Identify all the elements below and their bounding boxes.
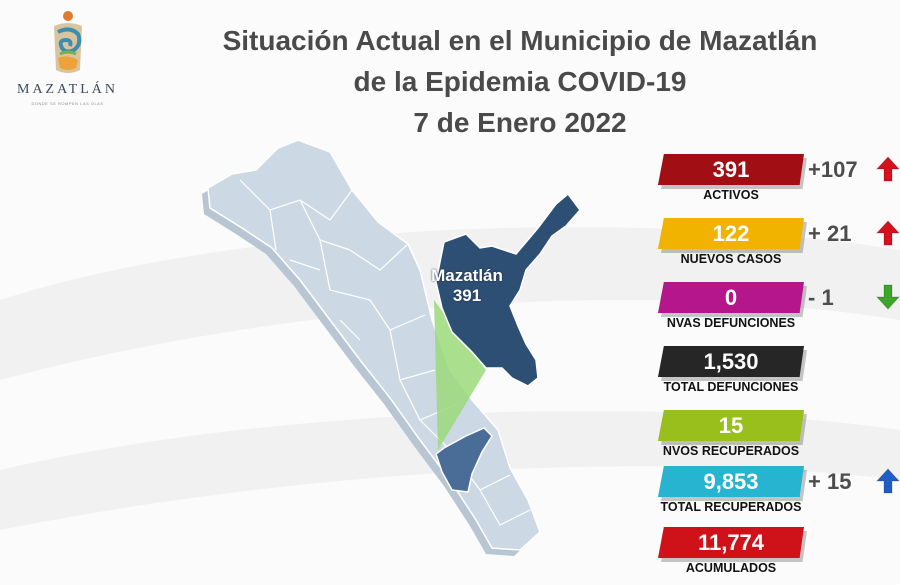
stat-label: TOTAL DEFUNCIONES — [663, 380, 799, 394]
trend-up-arrow-icon — [876, 220, 900, 246]
stat-delta: + 15 — [808, 469, 852, 494]
logo-tagline: DONDE SE ROMPEN LAS OLAS — [31, 101, 104, 106]
stat-label: NVOS RECUPERADOS — [662, 444, 800, 458]
trend-up-arrow-icon — [876, 468, 900, 494]
title-line-1: Situación Actual en el Municipio de Maza… — [222, 25, 818, 56]
stat-value: 0 — [658, 282, 804, 313]
seahorse-logo-icon — [53, 11, 82, 73]
stat-value: 11,774 — [658, 527, 804, 558]
mazatlan-logo: MAZATLÁN DONDE SE ROMPEN LAS OLAS — [10, 10, 125, 106]
sinaloa-map — [202, 139, 581, 556]
title-line-2: de la Epidemia COVID-19 — [353, 66, 687, 97]
stat-value: 9,853 — [658, 466, 804, 497]
stat-label: TOTAL RECUPERADOS — [660, 500, 802, 514]
stat-value: 122 — [658, 218, 804, 249]
stat-row: 122 NUEVOS CASOS + 21 — [650, 216, 900, 276]
stat-label: ACUMULADOS — [685, 561, 777, 575]
stat-row: 15 NVOS RECUPERADOS — [650, 408, 900, 468]
stat-value: 391 — [658, 154, 804, 185]
stat-delta: +107 — [808, 157, 858, 182]
title-date: 7 de Enero 2022 — [413, 107, 627, 138]
stat-row: 391 ACTIVOS +107 — [650, 152, 900, 212]
stat-value: 15 — [658, 410, 804, 441]
stat-row: 0 NVAS DEFUNCIONES - 1 — [650, 280, 900, 340]
stat-label: NUEVOS CASOS — [680, 252, 782, 266]
stat-row: 11,774 ACUMULADOS — [650, 525, 900, 585]
stat-row: 1,530 TOTAL DEFUNCIONES — [650, 344, 900, 404]
logo-wordmark: MAZATLÁN — [17, 82, 118, 97]
stat-value: 1,530 — [658, 346, 804, 377]
map-municipality-value: 391 — [452, 286, 482, 305]
page-title: Situación Actual en el Municipio de Maza… — [150, 20, 890, 143]
trend-up-arrow-icon — [876, 156, 900, 182]
map-municipality-name: Mazatlán — [431, 266, 503, 285]
trend-down-arrow-icon — [876, 284, 900, 310]
stat-delta: + 21 — [808, 221, 852, 246]
stat-label: NVAS DEFUNCIONES — [666, 316, 796, 330]
stat-delta: - 1 — [808, 285, 834, 310]
stat-row: 9,853 TOTAL RECUPERADOS + 15 — [650, 464, 900, 524]
map-label: Mazatlán 391 — [417, 266, 517, 306]
stat-label: ACTIVOS — [703, 188, 759, 202]
